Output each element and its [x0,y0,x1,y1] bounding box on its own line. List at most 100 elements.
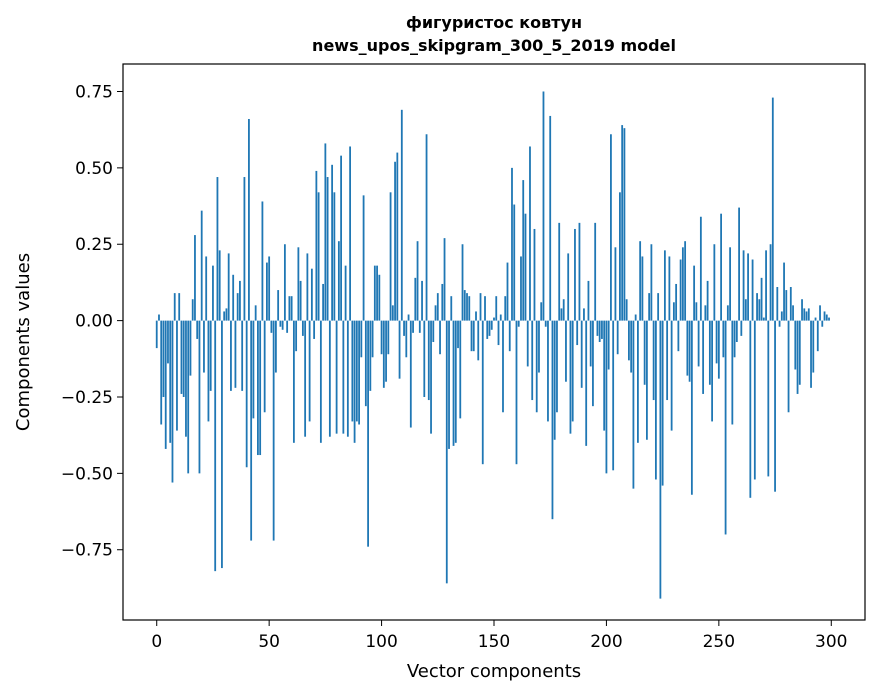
bar-213 [634,314,637,321]
bar-61 [292,320,295,443]
bar-1 [158,314,160,321]
x-tick-label-100: 100 [365,632,397,652]
x-tick-label-300: 300 [815,632,847,652]
bar-80 [335,320,338,434]
bar-180 [560,308,563,321]
bar-128 [443,238,446,321]
bar-75 [324,143,327,321]
bar-115 [414,277,417,321]
bar-221 [652,320,655,401]
bar-277 [778,320,781,327]
x-tick-label-200: 200 [590,632,622,652]
bar-10 [178,293,181,321]
bar-18 [196,320,199,339]
bar-250 [717,320,720,379]
bar-265 [751,259,754,321]
bar-202 [610,134,612,321]
bar-53 [275,320,277,373]
bar-163 [522,180,525,321]
bar-199 [603,320,606,431]
bar-69 [310,268,313,321]
bar-226 [663,250,666,321]
bar-150 [493,317,495,321]
bar-239 [693,265,696,321]
bar-103 [387,320,390,355]
bar-81 [337,241,340,321]
bar-208 [623,128,626,321]
bar-154 [502,320,504,413]
bar-0 [155,320,158,349]
bar-13 [185,320,187,437]
bar-70 [313,320,316,339]
bar-178 [556,320,558,413]
bar-39 [243,177,246,321]
bar-216 [641,256,644,321]
bar-229 [670,320,673,431]
bar-298 [825,314,828,321]
bar-235 [684,241,687,321]
bar-259 [738,207,740,321]
bar-60 [290,296,293,321]
bar-45 [257,320,259,456]
bar-293 [814,317,817,321]
bar-72 [317,192,320,321]
bar-271 [765,250,767,321]
bar-6 [169,320,172,443]
bar-93 [364,320,367,407]
bar-22 [205,256,208,321]
bar-82 [340,155,342,321]
bar-20 [200,210,203,321]
y-tick-label-4: 0.25 [75,235,113,255]
bar-131 [450,296,453,321]
bar-223 [657,293,660,321]
bar-205 [616,320,619,355]
bar-262 [744,299,747,321]
bar-106 [394,161,396,321]
bar-165 [526,320,529,367]
bar-276 [776,287,779,321]
bar-266 [753,320,756,480]
bar-273 [769,244,772,321]
bar-209 [625,299,628,321]
bar-201 [607,320,610,370]
bar-97 [373,265,376,321]
chart-title-line-2: news_upos_skipgram_300_5_2019 model [312,36,676,55]
y-tick-label-0: −0.75 [61,541,113,561]
bar-40 [245,320,248,468]
bar-253 [724,320,727,535]
bar-134 [457,320,459,349]
x-tick-label-250: 250 [703,632,735,652]
bar-270 [762,317,765,321]
bar-172 [542,91,545,321]
bar-192 [587,280,590,321]
bar-100 [380,320,383,355]
bar-257 [733,320,736,358]
bar-275 [774,320,776,492]
bar-194 [592,320,594,407]
bar-193 [589,320,592,367]
bar-234 [681,247,684,321]
bar-274 [771,97,774,321]
bar-241 [697,320,700,367]
bar-66 [304,320,307,437]
bar-297 [823,311,826,321]
bar-109 [400,109,403,321]
bar-299 [828,317,830,321]
bar-14 [187,320,190,474]
bar-144 [479,293,482,321]
bar-283 [792,305,794,321]
bar-47 [261,201,264,321]
bar-17 [194,235,196,321]
bar-9 [176,320,178,431]
bar-116 [416,241,419,321]
bar-137 [463,290,466,321]
bar-65 [301,320,304,336]
bar-160 [515,320,518,465]
bar-30 [223,311,226,321]
bar-282 [789,287,792,321]
bar-123 [432,320,435,342]
bar-219 [648,293,651,321]
bar-155 [504,296,507,321]
bar-142 [475,311,477,321]
bar-141 [472,320,475,352]
